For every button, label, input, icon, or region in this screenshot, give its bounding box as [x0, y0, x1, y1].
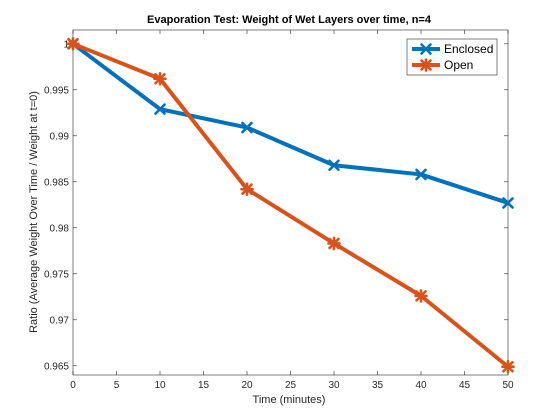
y-tick-label: 0.975	[44, 269, 69, 280]
x-tick-label: 0	[70, 380, 76, 391]
legend: Enclosed Open	[406, 38, 498, 76]
data-point	[502, 197, 514, 209]
data-point	[154, 103, 166, 115]
data-point	[240, 182, 254, 196]
x-tick-label: 50	[502, 380, 514, 391]
y-tick-label: 0.99	[50, 131, 70, 142]
legend-item: Enclosed	[412, 42, 493, 56]
data-point	[241, 121, 253, 134]
x-tick-label: 25	[285, 380, 297, 391]
x-tick-label: 35	[372, 380, 384, 391]
data-point	[327, 236, 341, 251]
plot-area: 0 5 10 15 20 25 30 35 40 45 50 0.965 0.97 0.975 0.98 0.…	[44, 29, 515, 391]
legend-marker	[420, 43, 432, 55]
data-point	[501, 359, 515, 374]
legend-label: Enclosed	[444, 42, 493, 56]
y-axis-label: Ratio (Average Weight Over Time / Weight…	[28, 91, 40, 333]
legend-marker	[419, 58, 433, 72]
y-tick-label: 0.97	[50, 315, 70, 326]
data-point	[153, 71, 167, 86]
series-line	[72, 41, 510, 369]
y-tick-label: 0.995	[44, 85, 69, 96]
x-tick-label: 5	[114, 380, 120, 391]
y-tick-label: 0.965	[44, 361, 69, 372]
legend-item: Open	[412, 58, 473, 72]
y-tick-label: 1	[63, 39, 69, 50]
x-axis-label: Time (minutes)	[253, 394, 326, 406]
x-tick-label: 20	[241, 380, 253, 391]
legend-label: Open	[444, 58, 473, 72]
data-point	[414, 289, 428, 303]
chart-title: Evaporation Test: Weight of Wet Layers o…	[147, 14, 432, 26]
y-tick-label: 0.98	[50, 223, 70, 234]
x-tick-label: 40	[415, 380, 427, 391]
axes-box	[72, 29, 509, 376]
y-tick-label: 0.985	[44, 177, 69, 188]
series-line	[71, 42, 509, 205]
x-tick-label: 15	[198, 380, 210, 391]
x-tick-label: 30	[328, 380, 340, 391]
data-point	[66, 36, 80, 51]
data-point	[415, 168, 427, 181]
x-tick-label: 45	[459, 380, 471, 391]
x-tick-label: 10	[154, 380, 166, 391]
series-open	[66, 36, 515, 374]
data-point	[328, 159, 340, 172]
